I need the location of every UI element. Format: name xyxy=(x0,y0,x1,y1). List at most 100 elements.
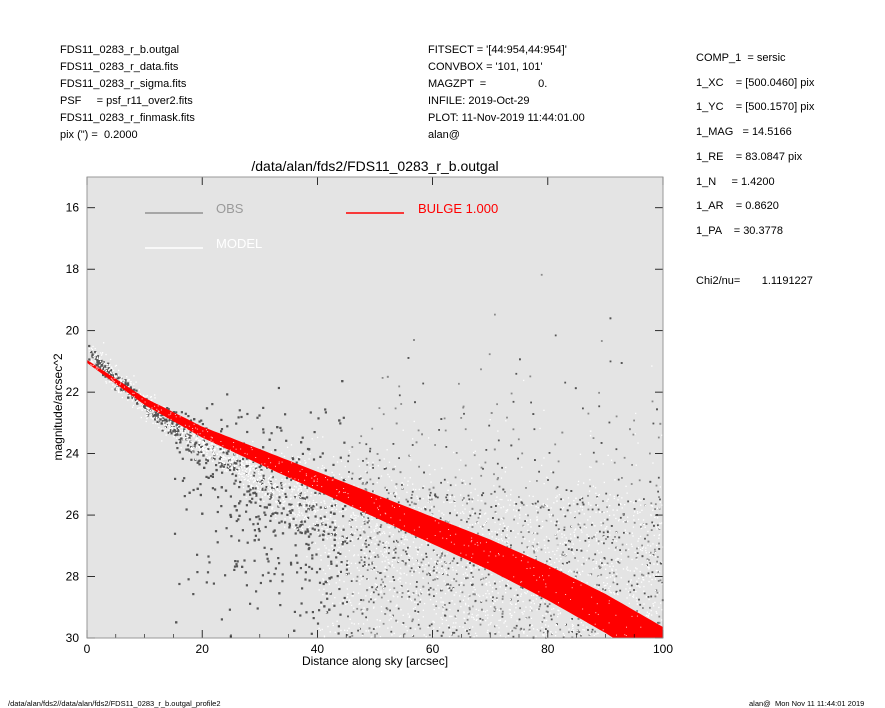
obs-point xyxy=(336,575,339,578)
model-point xyxy=(588,503,590,505)
model-point xyxy=(114,385,116,388)
model-point xyxy=(447,586,449,588)
model-point xyxy=(344,509,346,511)
obs-point xyxy=(651,400,654,403)
model-point xyxy=(353,514,356,517)
obs-point xyxy=(109,369,112,372)
obs-point xyxy=(636,552,639,554)
model-point xyxy=(351,622,353,624)
model-point xyxy=(455,617,457,619)
model-point xyxy=(376,481,378,484)
obs-point xyxy=(461,482,464,484)
model-point xyxy=(452,622,455,624)
obs-point xyxy=(226,452,229,455)
obs-point xyxy=(618,503,620,506)
model-point xyxy=(251,461,253,463)
obs-point xyxy=(435,495,437,498)
obs-point xyxy=(341,507,345,510)
model-point xyxy=(595,492,597,494)
obs-point xyxy=(447,567,450,570)
obs-point xyxy=(591,508,594,511)
obs-point xyxy=(588,537,590,539)
obs-point xyxy=(404,563,407,566)
model-point xyxy=(534,538,536,540)
obs-point xyxy=(339,552,342,555)
model-point xyxy=(379,534,382,536)
model-point xyxy=(370,636,372,639)
obs-point xyxy=(600,562,603,564)
model-point xyxy=(376,539,378,541)
model-point xyxy=(656,544,658,547)
model-point xyxy=(299,461,301,463)
model-point xyxy=(139,393,141,395)
obs-point xyxy=(564,381,567,384)
model-point xyxy=(387,562,389,564)
model-point xyxy=(561,508,564,510)
obs-point xyxy=(256,480,259,483)
obs-point xyxy=(252,492,255,495)
obs-point xyxy=(209,474,213,478)
obs-point xyxy=(295,524,298,527)
model-point xyxy=(636,600,638,602)
model-point xyxy=(389,532,391,534)
obs-point xyxy=(169,429,172,432)
obs-point xyxy=(471,507,474,510)
model-point xyxy=(307,526,310,529)
obs-point xyxy=(386,608,389,611)
obs-point xyxy=(465,566,468,569)
obs-point xyxy=(455,580,458,583)
model-point xyxy=(303,518,305,521)
model-point xyxy=(352,526,354,528)
obs-point xyxy=(480,466,483,469)
model-point xyxy=(290,494,292,496)
model-point xyxy=(329,505,331,507)
model-point xyxy=(647,566,649,568)
model-point xyxy=(373,569,375,571)
obs-point xyxy=(610,558,613,561)
model-point xyxy=(394,540,396,542)
model-point xyxy=(475,567,477,569)
model-point xyxy=(460,494,462,496)
model-point xyxy=(330,503,332,505)
obs-point xyxy=(203,466,206,469)
model-point xyxy=(201,450,203,452)
obs-point xyxy=(373,567,376,569)
model-point xyxy=(198,450,201,452)
model-point xyxy=(598,552,600,554)
obs-point xyxy=(220,464,223,467)
model-point xyxy=(442,601,444,604)
obs-point xyxy=(187,448,190,451)
model-point xyxy=(617,499,619,501)
model-point xyxy=(472,616,475,619)
obs-point xyxy=(574,557,576,559)
obs-point xyxy=(594,630,596,633)
model-point xyxy=(95,352,98,354)
model-point xyxy=(267,496,269,498)
model-point xyxy=(483,523,485,526)
obs-point xyxy=(376,632,378,635)
model-point xyxy=(640,581,643,583)
obs-point xyxy=(144,406,147,409)
model-point xyxy=(594,534,597,536)
model-point xyxy=(382,585,385,587)
model-point xyxy=(357,592,360,594)
model-point xyxy=(261,478,263,480)
obs-point xyxy=(440,634,443,637)
obs-point xyxy=(575,633,578,635)
obs-point xyxy=(273,573,276,576)
obs-point xyxy=(343,596,346,600)
model-point xyxy=(375,527,377,529)
model-point xyxy=(606,577,609,579)
model-point xyxy=(198,447,200,449)
model-point xyxy=(205,448,207,450)
model-point xyxy=(198,442,200,444)
model-point xyxy=(655,573,658,576)
model-point xyxy=(433,621,435,623)
model-point xyxy=(120,378,122,380)
model-point xyxy=(417,567,419,569)
obs-point xyxy=(212,450,215,453)
model-point xyxy=(546,636,548,638)
model-point xyxy=(454,626,456,628)
model-point xyxy=(365,630,367,632)
model-point xyxy=(550,520,552,522)
